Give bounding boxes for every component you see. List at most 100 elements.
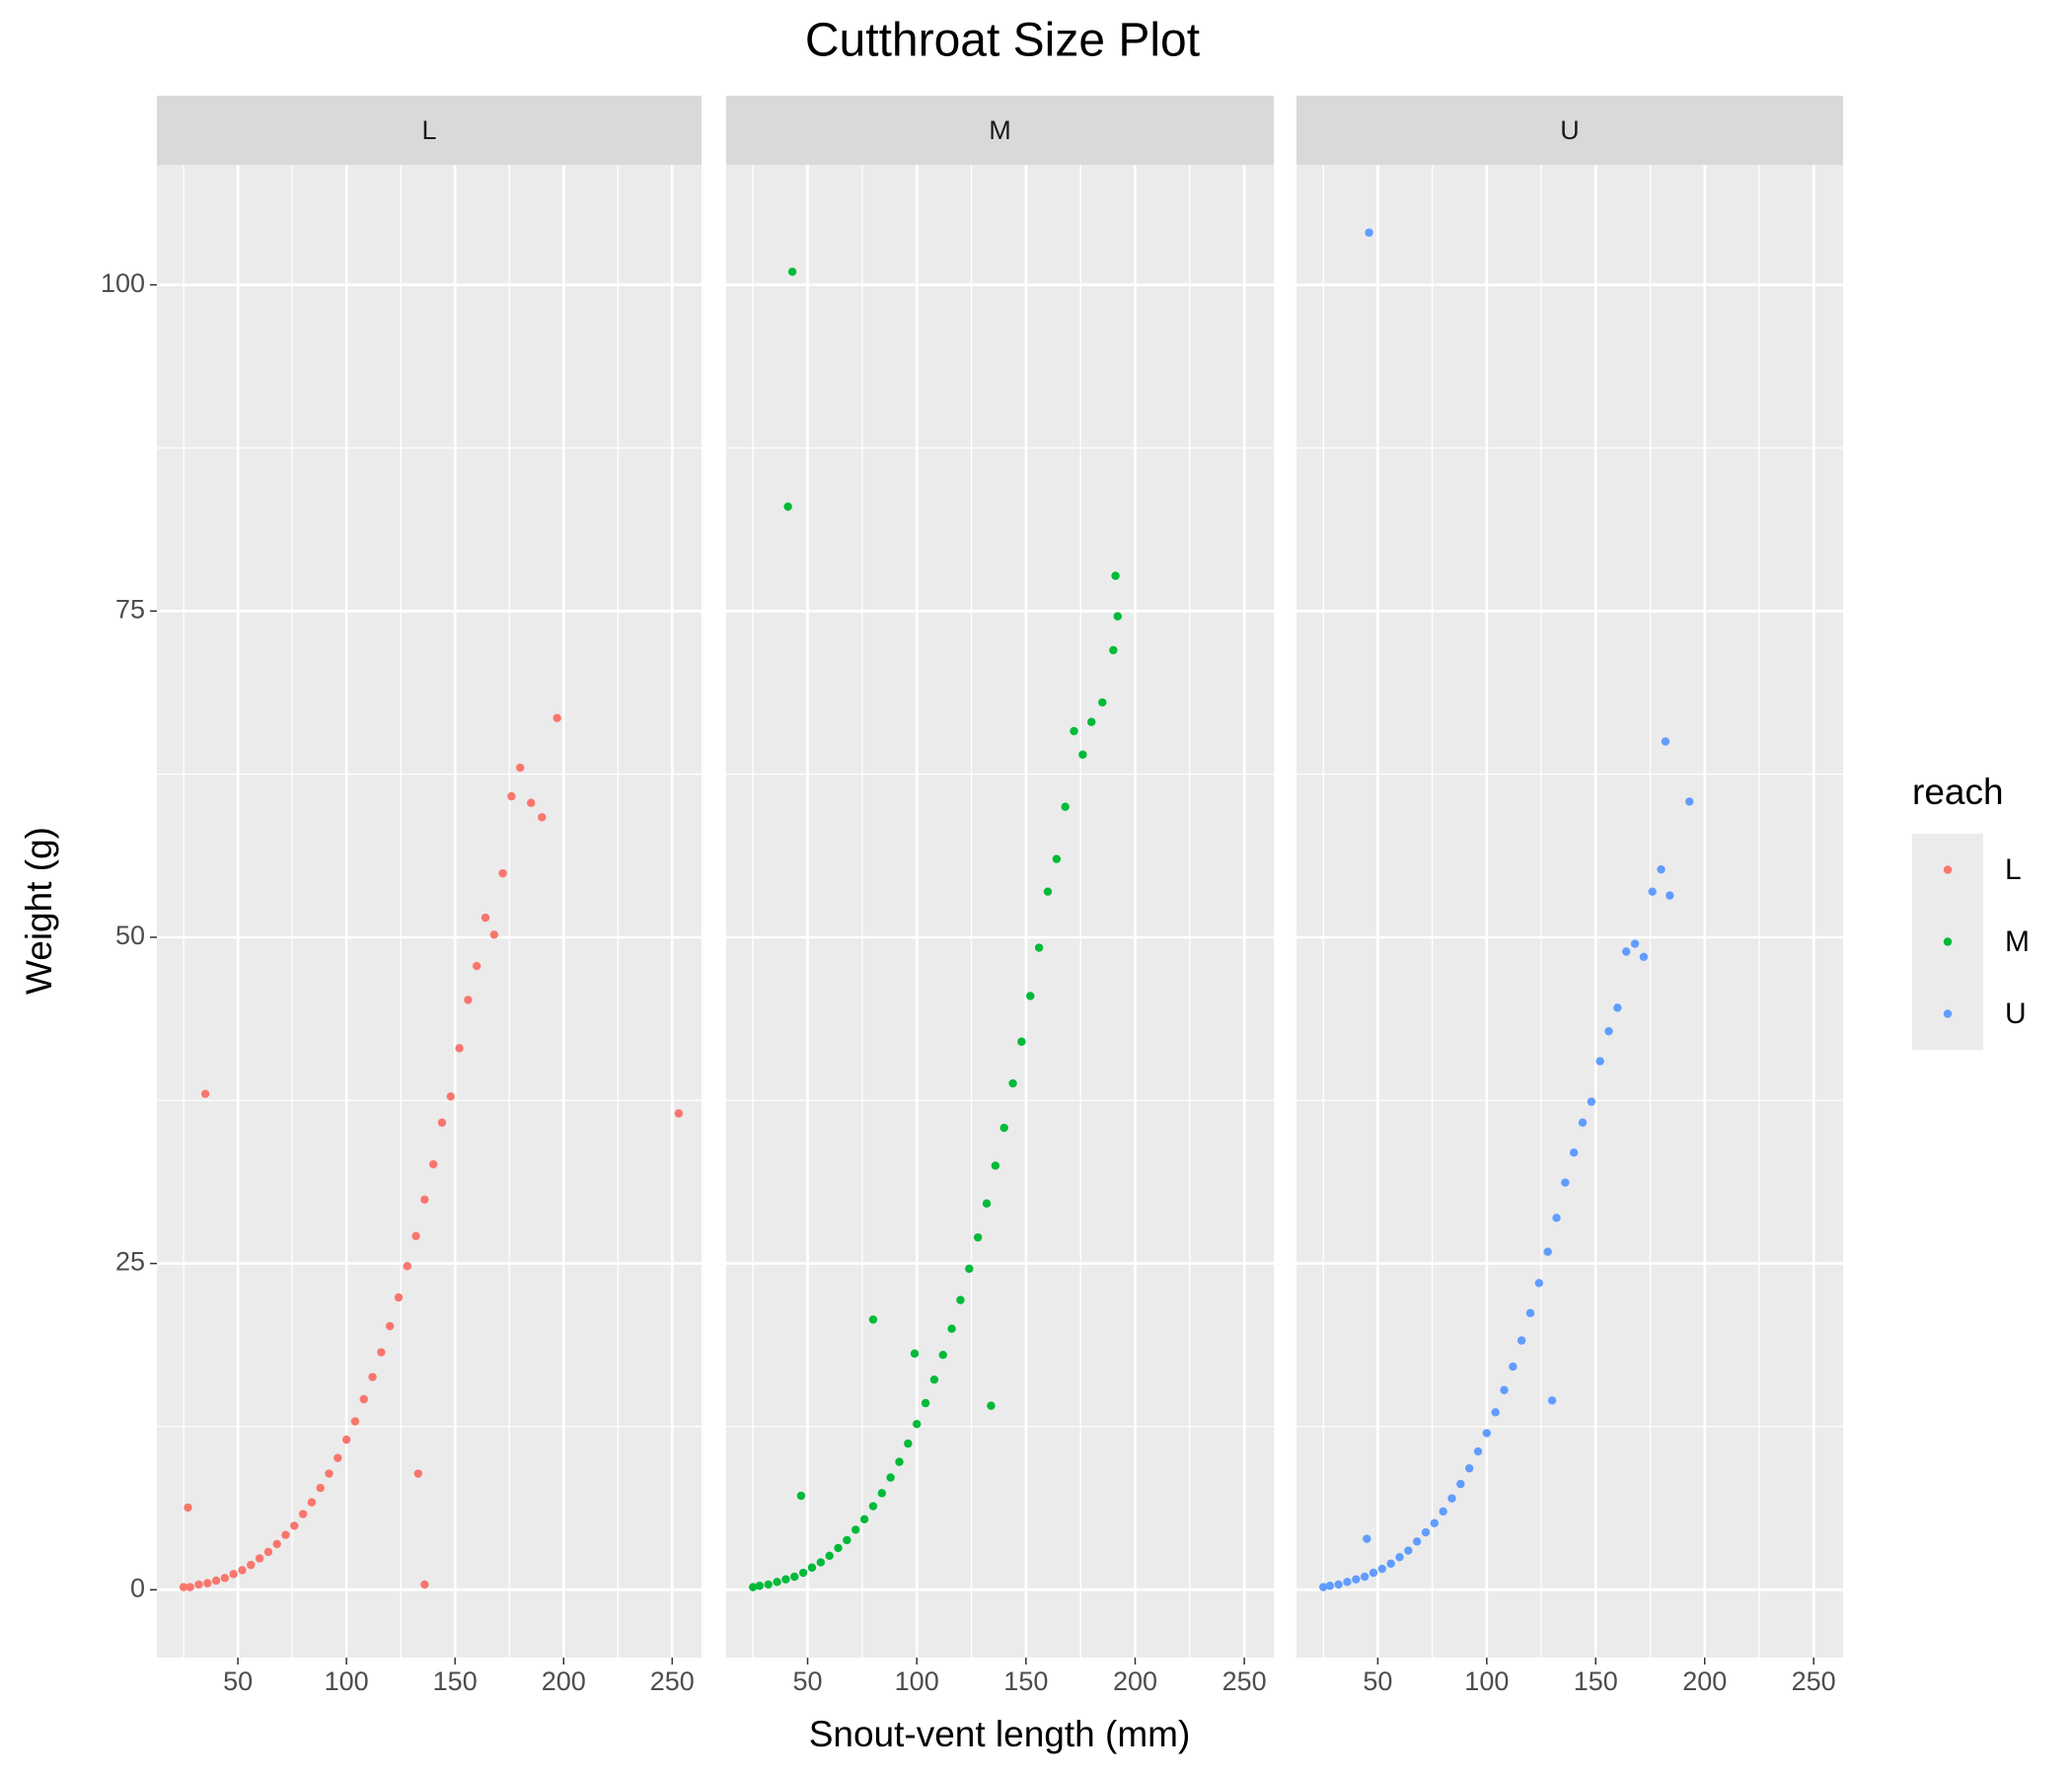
data-point <box>1087 717 1096 726</box>
data-point <box>825 1551 834 1561</box>
strip-label: U <box>1560 115 1580 145</box>
legend-symbol <box>1943 865 1953 874</box>
data-point <box>333 1453 342 1462</box>
x-tick-label: 100 <box>895 1666 939 1696</box>
x-tick-label: 200 <box>1682 1666 1727 1696</box>
x-tick-label: 50 <box>223 1666 253 1696</box>
data-point <box>755 1582 765 1591</box>
data-point <box>904 1439 913 1448</box>
data-point <box>1325 1582 1334 1591</box>
data-point <box>834 1543 843 1553</box>
data-point <box>1543 1247 1552 1256</box>
data-point <box>1034 943 1044 952</box>
data-point <box>1412 1537 1422 1546</box>
data-point <box>1525 1308 1535 1318</box>
data-point <box>1111 571 1120 580</box>
data-point <box>1482 1429 1492 1438</box>
data-point <box>1404 1546 1413 1555</box>
data-point <box>464 996 473 1004</box>
data-point <box>238 1566 247 1575</box>
data-point <box>420 1195 429 1204</box>
x-tick-label: 150 <box>433 1666 478 1696</box>
data-point <box>674 1109 684 1118</box>
legend-label: M <box>2005 925 2030 958</box>
data-point <box>473 961 481 971</box>
y-tick-label: 50 <box>115 921 145 950</box>
data-point <box>255 1554 264 1563</box>
data-point <box>455 1044 464 1053</box>
data-point <box>764 1580 773 1590</box>
data-point <box>229 1570 238 1579</box>
data-point <box>1661 737 1670 746</box>
x-tick-label: 200 <box>1113 1666 1157 1696</box>
data-point <box>1595 1057 1604 1066</box>
x-tick-label: 50 <box>793 1666 823 1696</box>
x-tick-label: 200 <box>542 1666 586 1696</box>
x-tick-label: 150 <box>1574 1666 1618 1696</box>
data-point <box>290 1521 299 1530</box>
data-point <box>787 267 797 276</box>
data-point <box>307 1498 317 1507</box>
y-tick-label: 25 <box>115 1247 145 1277</box>
data-point <box>247 1560 256 1570</box>
data-point <box>1369 1568 1378 1578</box>
data-point <box>798 1568 808 1578</box>
data-point <box>912 1420 922 1429</box>
data-point <box>325 1469 333 1478</box>
data-point <box>1509 1362 1517 1371</box>
data-point <box>553 713 561 722</box>
data-point <box>999 1123 1008 1133</box>
data-point <box>203 1579 212 1588</box>
data-point <box>527 798 536 807</box>
data-point <box>947 1324 956 1333</box>
data-point <box>956 1295 965 1304</box>
x-tick-label: 150 <box>1003 1666 1048 1696</box>
data-point <box>489 930 499 939</box>
x-tick-label: 50 <box>1363 1666 1392 1696</box>
data-point <box>220 1574 230 1583</box>
data-point <box>1639 952 1649 961</box>
data-point <box>1052 854 1062 863</box>
legend-label: U <box>2005 998 2027 1030</box>
data-point <box>403 1262 411 1271</box>
data-point <box>1578 1118 1588 1127</box>
x-tick-label: 250 <box>650 1666 695 1696</box>
data-point <box>816 1558 826 1567</box>
data-point <box>749 1583 758 1591</box>
x-tick-label: 250 <box>1222 1666 1267 1696</box>
data-point <box>1043 887 1053 896</box>
x-axis-title: Snout-vent length (mm) <box>809 1714 1191 1754</box>
data-point <box>807 1563 817 1572</box>
data-point <box>411 1231 420 1241</box>
legend-label: L <box>2005 853 2022 886</box>
data-point <box>1534 1279 1544 1288</box>
strip-label: M <box>989 115 1011 145</box>
data-point <box>843 1535 851 1545</box>
data-point <box>1395 1552 1404 1562</box>
y-axis-title: Weight (g) <box>19 827 59 995</box>
x-tick-label: 250 <box>1792 1666 1836 1696</box>
data-point <box>868 1502 878 1511</box>
data-point <box>368 1372 377 1381</box>
data-point <box>921 1398 930 1408</box>
data-point <box>507 791 516 801</box>
data-point <box>1604 1026 1613 1036</box>
data-point <box>1360 1572 1369 1582</box>
data-point <box>179 1583 188 1591</box>
data-point <box>1109 645 1118 655</box>
data-point <box>1377 1564 1387 1574</box>
data-point <box>929 1375 939 1384</box>
data-point <box>1334 1580 1343 1590</box>
data-point <box>1026 992 1035 1000</box>
data-point <box>420 1580 429 1590</box>
data-point <box>910 1349 920 1359</box>
data-point <box>428 1159 438 1169</box>
data-point <box>211 1576 221 1586</box>
data-point <box>1352 1575 1361 1584</box>
data-point <box>877 1489 886 1498</box>
data-point <box>1318 1583 1328 1591</box>
data-point <box>516 763 525 773</box>
data-point <box>350 1417 360 1426</box>
